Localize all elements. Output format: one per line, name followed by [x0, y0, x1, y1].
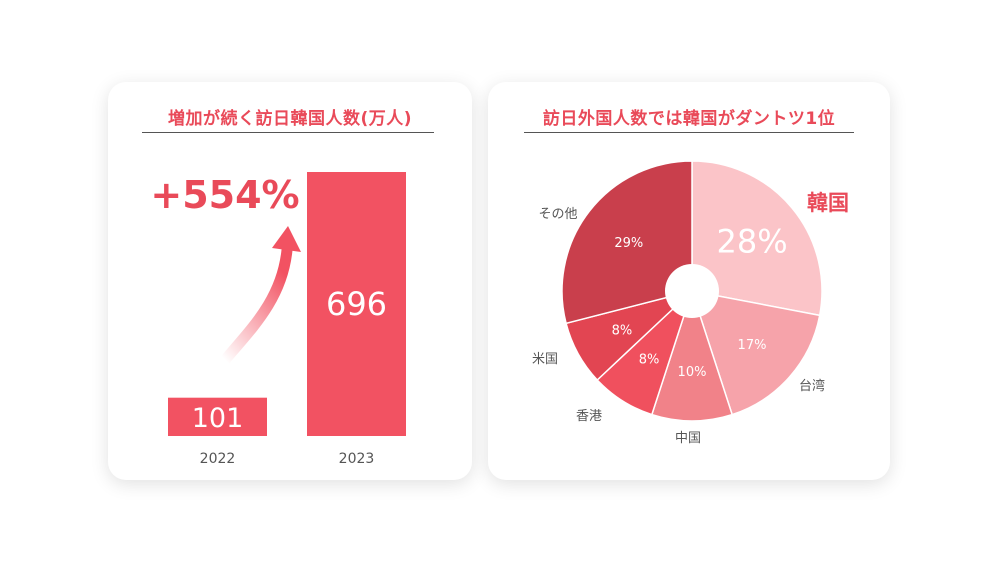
- bar-category-label: 2023: [339, 451, 375, 467]
- pie-category-label: 香港: [576, 409, 602, 424]
- pie-value-label: 8%: [612, 324, 633, 339]
- growth-arrow-head: [272, 226, 301, 252]
- donut-hole: [665, 264, 719, 318]
- bar-2022: [168, 397, 267, 436]
- pie-slice-0: [691, 160, 823, 317]
- pie-category-label: 韓国: [807, 191, 849, 215]
- bar-chart-title: 増加が続く訪日韓国人数(万人): [167, 109, 413, 129]
- pie-category-label: 中国: [675, 431, 701, 446]
- bar-value-label: 696: [326, 285, 387, 323]
- pie-slice-2: [650, 288, 734, 422]
- pie-slice-5: [561, 160, 693, 325]
- pie-category-label: その他: [538, 207, 577, 222]
- title-underline: [524, 132, 854, 133]
- bar-2023: [307, 172, 406, 436]
- pie-value-label: 10%: [678, 365, 707, 380]
- pie-value-label: 29%: [614, 236, 643, 251]
- pie-chart-title: 訪日外国人数では韓国がダントツ1位: [542, 109, 836, 129]
- bar-value-label: 101: [192, 403, 244, 434]
- pie-value-label: 28%: [717, 222, 788, 260]
- title-underline: [142, 132, 434, 133]
- bar-category-label: 2022: [200, 451, 236, 467]
- pie-category-label: 台湾: [799, 378, 825, 394]
- pie-value-label: 8%: [639, 353, 660, 368]
- growth-percent-label: +554%: [150, 173, 299, 217]
- pie-value-label: 17%: [738, 338, 767, 353]
- pie-slice-1: [690, 290, 821, 416]
- growth-arrow-shaft: [219, 244, 293, 366]
- pie-category-label: 米国: [532, 352, 558, 367]
